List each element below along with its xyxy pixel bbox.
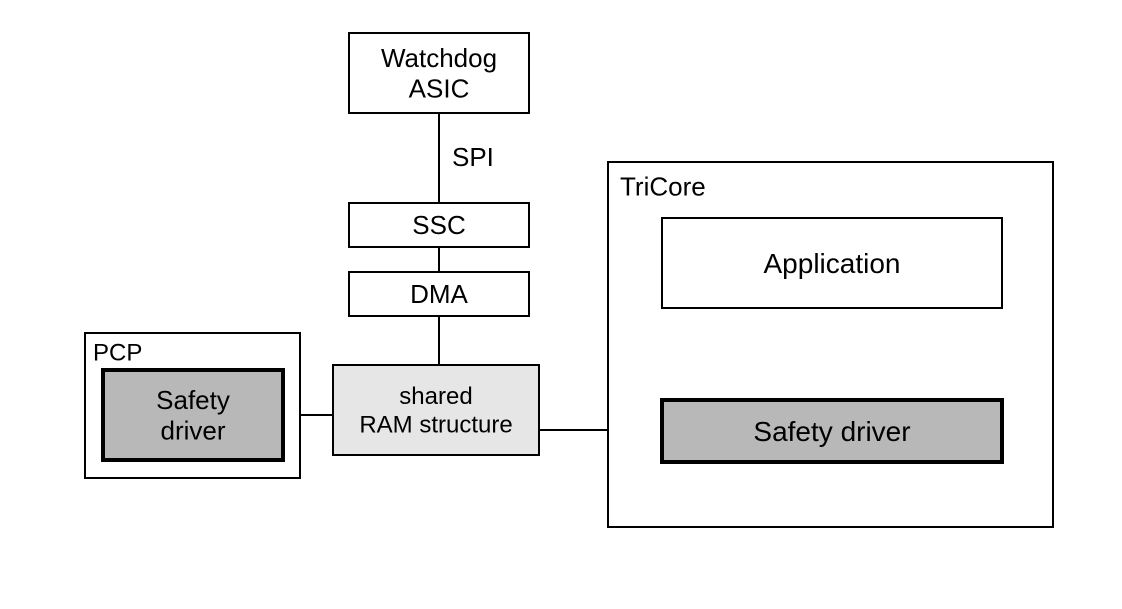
node-label-shared-0: shared [399, 383, 472, 410]
node-label-tri_outer: TriCore [620, 171, 706, 201]
node-label-tri_safety: Safety driver [753, 416, 910, 447]
node-label-pcp_safety-0: Safety [156, 385, 230, 415]
node-label-dma: DMA [410, 279, 468, 309]
node-label-watchdog-0: Watchdog [381, 43, 497, 73]
node-label-shared-1: RAM structure [359, 412, 512, 439]
node-label-ssc: SSC [412, 210, 465, 240]
node-label-pcp_safety-1: driver [160, 415, 225, 445]
node-label-tri_app: Application [764, 248, 901, 279]
node-label-pcp_outer: PCP [93, 340, 142, 367]
edge-label-watchdog-ssc: SPI [452, 142, 494, 172]
node-label-watchdog-1: ASIC [409, 73, 470, 103]
node-tri_outer [608, 162, 1053, 527]
